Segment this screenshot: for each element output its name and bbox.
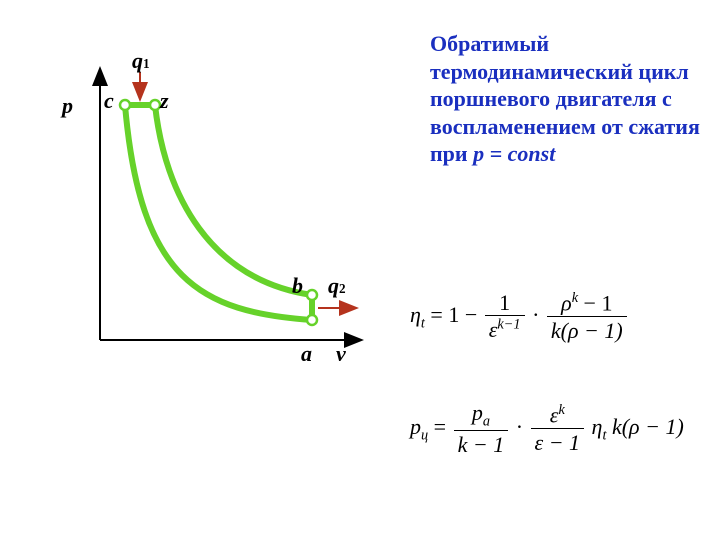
title-block: Обратимый термодинамический цикл поршнев… [430,30,700,168]
point-a [307,315,317,325]
formula-p: pц = pa k − 1 · εk ε − 1 ηt k(ρ − 1) [410,400,710,458]
title-text: Обратимый термодинамический цикл поршнев… [430,31,700,166]
label-q2: q2 [328,275,346,297]
formula-eta: ηt = 1 − 1 εk−1 · ρk − 1 k(ρ − 1) [410,290,710,344]
axis-label-p: p [62,95,73,117]
label-c: c [104,90,114,112]
point-c [120,100,130,110]
axis-label-v: v [336,343,346,365]
point-z [150,100,160,110]
label-z: z [160,90,169,112]
title-emph: p = const [473,141,555,166]
label-q1: q1 [132,50,150,72]
point-b [307,290,317,300]
pv-diagram: p v c z b a q1 q2 [60,50,380,380]
label-b: b [292,275,303,297]
label-a: a [301,343,312,365]
curve-zb [155,105,312,295]
